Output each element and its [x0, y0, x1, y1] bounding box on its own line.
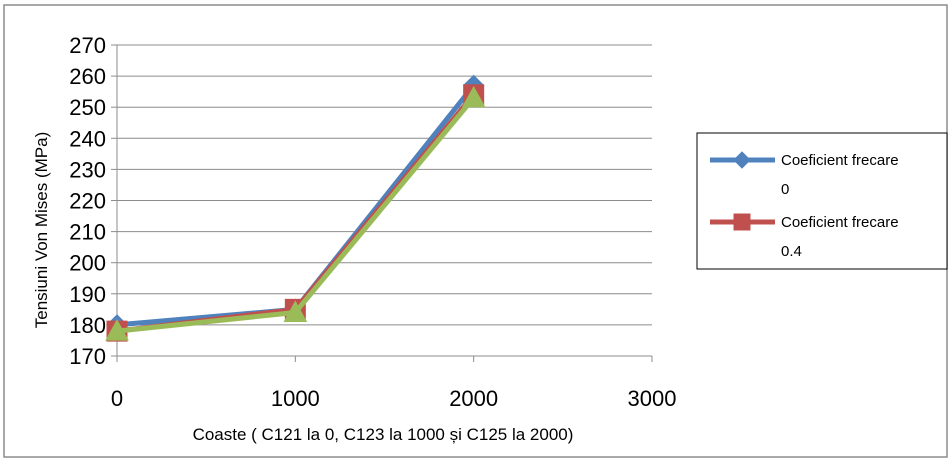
- data-point: [105, 319, 129, 341]
- data-point: [283, 300, 308, 322]
- y-tick-label: 240: [69, 126, 106, 151]
- legend-marker: [733, 213, 751, 231]
- legend-item: Coeficient frecare 0.4: [710, 213, 899, 260]
- legend-marker: [733, 151, 751, 169]
- y-tick-label: 210: [69, 220, 106, 245]
- y-tick-label: 270: [69, 33, 106, 58]
- y-tick-label: 230: [69, 157, 106, 182]
- y-tick-label: 180: [69, 313, 106, 338]
- legend-label: 0: [781, 181, 789, 198]
- legend-label: Coeficient frecare: [781, 214, 899, 231]
- y-axis-title: Tensiuni Von Mises (MPa): [32, 132, 51, 329]
- tick-labels: 170 180 190 200 210 220 230 240 250 260 270 0 1000 20…: [69, 33, 676, 411]
- data-point: [461, 85, 486, 108]
- y-tick-label: 260: [69, 64, 106, 89]
- y-tick-label: 190: [69, 282, 106, 307]
- y-tick-label: 220: [69, 189, 106, 214]
- series-lines: [105, 74, 486, 342]
- x-tick-label: 2000: [449, 386, 498, 411]
- axes: [111, 44, 653, 362]
- x-tick-label: 0: [111, 386, 123, 411]
- x-tick-label: 3000: [628, 386, 677, 411]
- legend-label: Coeficient frecare: [781, 152, 899, 169]
- legend-item: Coeficient frecare 0: [710, 151, 899, 198]
- legend-label: 0.4: [781, 243, 802, 260]
- y-tick-label: 170: [69, 344, 106, 369]
- series-3: [105, 85, 486, 341]
- y-tick-label: 250: [69, 95, 106, 120]
- gridlines: [117, 44, 652, 326]
- y-tick-label: 200: [69, 251, 106, 276]
- x-tick-label: 1000: [271, 386, 320, 411]
- x-axis-title: Coaste ( C121 la 0, C123 la 1000 și C125…: [193, 425, 574, 444]
- legend: Coeficient frecare 0 Coeficient frecare 0.4: [696, 132, 948, 270]
